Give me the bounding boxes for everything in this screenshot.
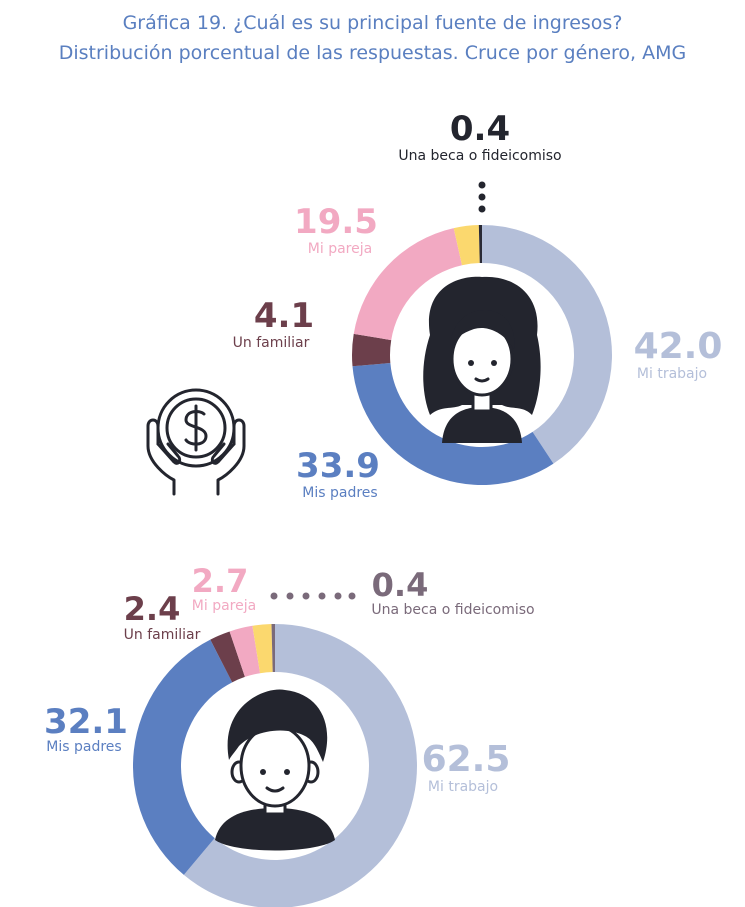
label-value-w-padres: 33.9 (296, 446, 380, 486)
label-value-m-pareja: 2.7 (192, 562, 249, 600)
label-name-w-padres: Mis padres (302, 485, 377, 501)
label-name-w-pareja: Mi pareja (308, 241, 372, 257)
label-value-m-familiar: 2.4 (124, 590, 181, 628)
label-value-w-beca: 0.4 (450, 109, 510, 149)
label-name-m-trabajo: Mi trabajo (428, 779, 498, 795)
label-name-m-familiar: Un familiar (124, 627, 201, 643)
label-value-m-padres: 32.1 (44, 702, 128, 742)
leader-dots-bottom (271, 593, 356, 600)
leader-dots-top (479, 182, 486, 213)
label-name-m-padres: Mis padres (46, 739, 121, 755)
label-value-w-trabajo: 42.0 (634, 326, 723, 367)
label-value-w-pareja: 19.5 (294, 202, 378, 242)
woman-avatar-icon (394, 267, 570, 443)
man-avatar-icon (185, 676, 365, 856)
label-name-m-beca: Una beca o fideicomiso (371, 602, 534, 618)
label-value-m-beca: 0.4 (372, 566, 429, 604)
money-hands-icon (148, 390, 244, 494)
label-value-w-familiar: 4.1 (254, 296, 314, 336)
label-name-w-familiar: Un familiar (233, 335, 310, 351)
label-name-w-beca: Una beca o fideicomiso (398, 148, 561, 164)
label-value-m-trabajo: 62.5 (422, 739, 511, 780)
label-name-m-pareja: Mi pareja (192, 598, 256, 614)
label-name-w-trabajo: Mi trabajo (637, 366, 707, 382)
